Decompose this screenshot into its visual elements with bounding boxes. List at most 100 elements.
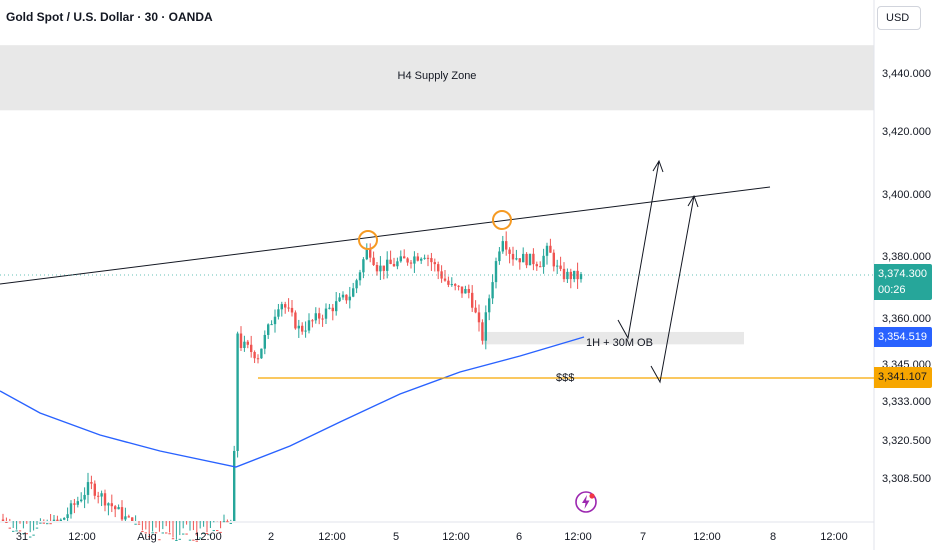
y-axis: 3,440.000 3,420.000 3,400.000 3,380.000 3,36…: [882, 68, 931, 485]
y-tick-label: 3,400.000: [882, 189, 931, 201]
candle-body: [263, 334, 266, 349]
candle-body: [168, 533, 171, 535]
support-price-tag: 3,341.107: [874, 367, 932, 388]
candle-body: [277, 309, 280, 317]
x-tick-label: 31: [16, 531, 28, 543]
candle-body: [501, 241, 504, 252]
candle-body: [542, 255, 545, 267]
arrow-head-icon: [652, 159, 664, 173]
candle-body: [471, 292, 474, 308]
candle-body: [552, 252, 555, 267]
candle-body: [290, 307, 294, 313]
candle-body: [369, 248, 372, 258]
candle-body: [236, 333, 239, 451]
projection-path-1: [617, 160, 660, 340]
candle-body: [515, 258, 518, 260]
last-price-tag: 3,374.300 00:26: [874, 264, 932, 300]
candle-body: [256, 358, 260, 360]
candle-body: [413, 256, 416, 264]
candle-body: [345, 294, 348, 301]
candle-body: [454, 284, 457, 286]
candle-body: [335, 301, 338, 312]
candle-body: [93, 483, 96, 496]
chart-title: Gold Spot / U.S. Dollar · 30 · OANDA: [6, 10, 213, 24]
candle-body: [212, 530, 215, 532]
candle-body: [158, 539, 161, 541]
candle-body: [124, 516, 127, 520]
candle-body: [498, 251, 501, 262]
candle-body: [321, 318, 324, 320]
candle-body: [460, 286, 464, 294]
supply-zone-label: H4 Supply Zone: [397, 70, 477, 82]
candle-body: [144, 532, 147, 534]
x-tick-label: 12:00: [68, 531, 96, 543]
high-marker-circle: [358, 230, 378, 250]
ma-price-tag: 3,354.519: [874, 327, 932, 347]
candle-body: [49, 523, 52, 525]
candle-body: [304, 330, 307, 332]
candle-body: [392, 263, 396, 267]
candle-body: [420, 258, 423, 261]
candle-body: [362, 259, 365, 273]
candle-body: [246, 341, 249, 345]
x-tick-label: 6: [516, 531, 522, 543]
candle-body: [447, 280, 450, 285]
candle-body: [467, 288, 470, 293]
x-tick-label: 8: [770, 531, 776, 543]
y-tick-label: 3,440.000: [882, 68, 931, 80]
y-tick-label: 3,360.000: [882, 313, 931, 325]
candle-body: [12, 530, 15, 532]
candle-body: [328, 307, 331, 309]
candle-body: [511, 253, 515, 260]
x-tick-label: 12:00: [442, 531, 470, 543]
candle-body: [573, 270, 576, 280]
candle-body: [430, 258, 433, 263]
x-tick-label: 5: [393, 531, 399, 543]
y-tick-label: 3,308.500: [882, 473, 931, 485]
candle-body: [100, 493, 103, 497]
candle-body: [226, 521, 229, 523]
candle-body: [22, 533, 25, 535]
candle-body: [532, 253, 535, 265]
candle-body: [443, 278, 447, 281]
candle-body: [134, 523, 137, 525]
candle-body: [216, 530, 219, 532]
candle-body: [284, 304, 287, 308]
candle-body: [182, 533, 185, 535]
y-tick-label: 3,333.000: [882, 396, 931, 408]
candle-body: [80, 499, 83, 502]
x-tick-label: 12:00: [820, 531, 848, 543]
candle-body: [539, 266, 542, 268]
candle-body: [372, 257, 375, 266]
candle-body: [154, 532, 158, 534]
candle-body: [505, 241, 508, 250]
x-axis: 31 12:00 Aug 12:00 2 12:00 5 12:00 6 12:00 7 12:00 8…: [16, 531, 848, 543]
x-tick-label: 12:00: [194, 531, 222, 543]
currency-button[interactable]: USD: [877, 6, 921, 30]
candle-body: [457, 285, 460, 287]
candle-body: [137, 523, 141, 525]
candle-body: [29, 536, 32, 538]
candle-body: [253, 352, 256, 359]
candle-body: [25, 533, 28, 535]
candle-body: [56, 519, 59, 521]
candle-body: [522, 253, 525, 263]
candle-body: [348, 296, 351, 301]
candle-body: [243, 341, 246, 348]
candle-body: [331, 307, 334, 312]
resistance-trendline[interactable]: [0, 186, 771, 285]
supply-zone: [0, 45, 874, 111]
x-tick-label: 12:00: [693, 531, 721, 543]
lightning-icon[interactable]: [574, 490, 598, 514]
x-tick-label: 12:00: [564, 531, 592, 543]
candle-body: [287, 307, 290, 309]
last-price-value: 3,374.300: [878, 268, 927, 280]
candle-body: [192, 539, 195, 541]
candle-body: [484, 312, 487, 341]
candle-body: [518, 258, 521, 263]
candle-body: [114, 506, 117, 510]
candle-body: [358, 272, 362, 281]
candle-body: [433, 262, 436, 265]
candle-body: [375, 265, 379, 272]
